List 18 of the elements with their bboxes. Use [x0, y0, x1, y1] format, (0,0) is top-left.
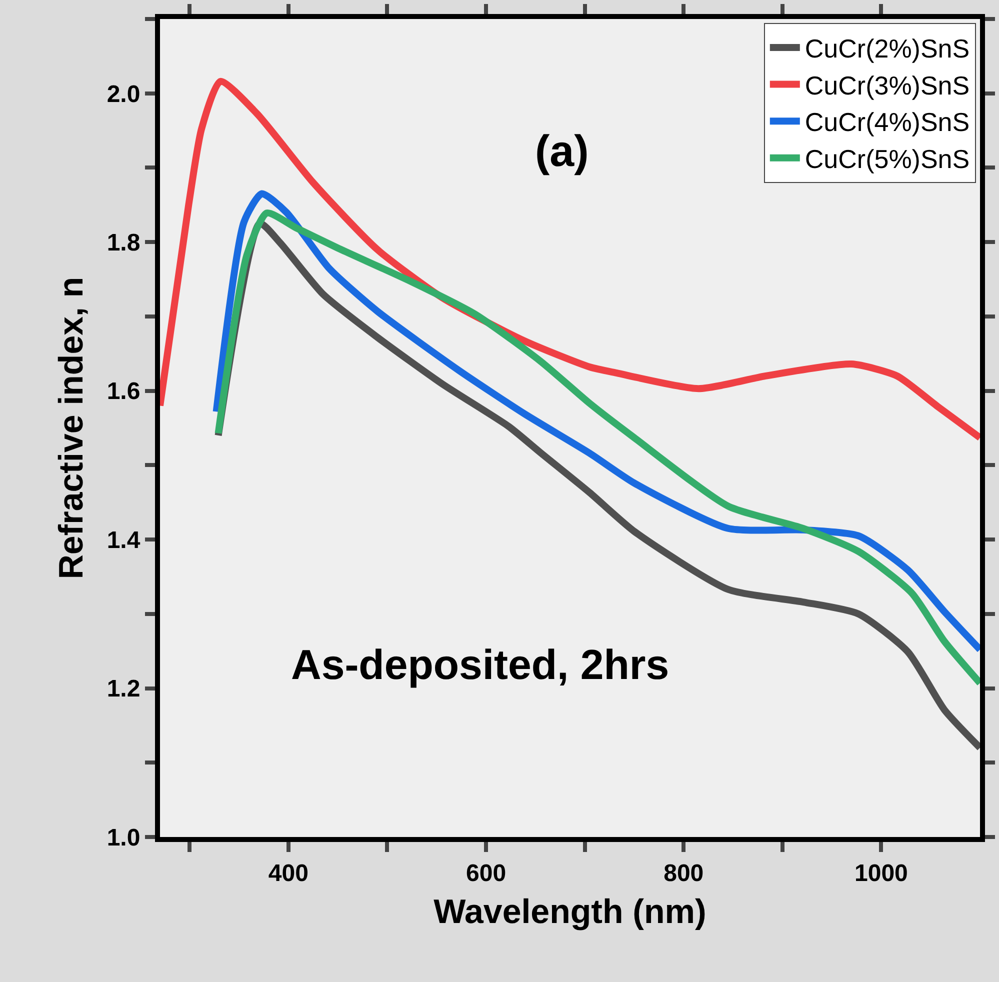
annotation: (a): [535, 127, 589, 176]
legend-label: CuCr(2%)SnS: [804, 34, 970, 64]
x-tick-label: 400: [268, 860, 308, 887]
legend-label: CuCr(3%)SnS: [804, 70, 970, 100]
x-axis-title: Wavelength (nm): [434, 893, 706, 932]
x-tick-label: 600: [466, 860, 506, 887]
y-tick-label: 2.0: [106, 80, 140, 108]
legend-label: CuCr(4%)SnS: [804, 107, 970, 138]
y-tick-label: 1.2: [106, 676, 140, 703]
y-axis-title: Refractive index, n: [52, 276, 90, 580]
y-tick-label: 1.0: [106, 824, 140, 852]
y-tick-label: 1.6: [106, 378, 140, 406]
x-tick-label: 1000: [854, 860, 908, 887]
legend-label: CuCr(5%)SnS: [804, 144, 970, 174]
annotation: As-deposited, 2hrs: [291, 641, 670, 688]
y-tick-label: 1.4: [106, 526, 141, 554]
y-tick-label: 1.8: [106, 229, 140, 256]
x-tick-label: 800: [664, 860, 704, 887]
